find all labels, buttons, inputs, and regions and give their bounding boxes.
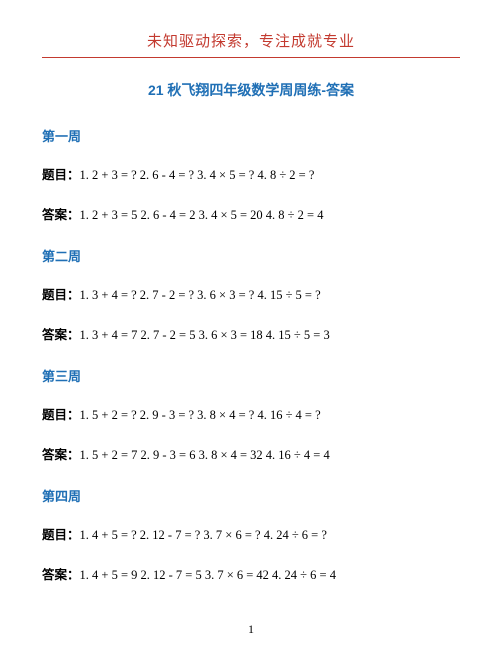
week-heading: 第四周 [42,486,460,505]
answer-line: 答案：1. 5 + 2 = 7 2. 9 - 3 = 6 3. 8 × 4 = … [42,447,460,465]
header-rule [42,57,460,58]
answer-label: 答案： [42,208,80,222]
answer-text: 1. 4 + 5 = 9 2. 12 - 7 = 5 3. 7 × 6 = 42… [80,568,336,582]
answer-line: 答案：1. 3 + 4 = 7 2. 7 - 2 = 5 3. 6 × 3 = … [42,327,460,345]
question-label: 题目： [42,288,80,302]
question-text: 1. 3 + 4 = ? 2. 7 - 2 = ? 3. 6 × 3 = ? 4… [80,288,321,302]
page-container: 未知驱动探索，专注成就专业 21 秋飞翔四年级数学周周练-答案 第一周题目：1.… [0,0,502,649]
week-heading: 第三周 [42,366,460,385]
answer-label: 答案： [42,568,80,582]
week-heading: 第二周 [42,246,460,265]
document-title: 21 秋飞翔四年级数学周周练-答案 [42,80,460,100]
answer-label: 答案： [42,448,80,462]
question-text: 1. 4 + 5 = ? 2. 12 - 7 = ? 3. 7 × 6 = ? … [80,528,327,542]
question-line: 题目：1. 5 + 2 = ? 2. 9 - 3 = ? 3. 8 × 4 = … [42,407,460,425]
question-text: 1. 2 + 3 = ? 2. 6 - 4 = ? 3. 4 × 5 = ? 4… [80,168,315,182]
answer-text: 1. 3 + 4 = 7 2. 7 - 2 = 5 3. 6 × 3 = 18 … [80,328,330,342]
question-line: 题目：1. 4 + 5 = ? 2. 12 - 7 = ? 3. 7 × 6 =… [42,527,460,545]
question-label: 题目： [42,168,80,182]
answer-line: 答案：1. 4 + 5 = 9 2. 12 - 7 = 5 3. 7 × 6 =… [42,567,460,585]
answer-line: 答案：1. 2 + 3 = 5 2. 6 - 4 = 2 3. 4 × 5 = … [42,207,460,225]
page-number: 1 [0,622,502,637]
answer-text: 1. 5 + 2 = 7 2. 9 - 3 = 6 3. 8 × 4 = 32 … [80,448,330,462]
weeks-container: 第一周题目：1. 2 + 3 = ? 2. 6 - 4 = ? 3. 4 × 5… [42,126,460,584]
answer-label: 答案： [42,328,80,342]
question-line: 题目：1. 3 + 4 = ? 2. 7 - 2 = ? 3. 6 × 3 = … [42,287,460,305]
question-text: 1. 5 + 2 = ? 2. 9 - 3 = ? 3. 8 × 4 = ? 4… [80,408,321,422]
question-label: 题目： [42,408,80,422]
page-header: 未知驱动探索，专注成就专业 [42,30,460,51]
week-heading: 第一周 [42,126,460,145]
question-line: 题目：1. 2 + 3 = ? 2. 6 - 4 = ? 3. 4 × 5 = … [42,167,460,185]
answer-text: 1. 2 + 3 = 5 2. 6 - 4 = 2 3. 4 × 5 = 20 … [80,208,324,222]
question-label: 题目： [42,528,80,542]
